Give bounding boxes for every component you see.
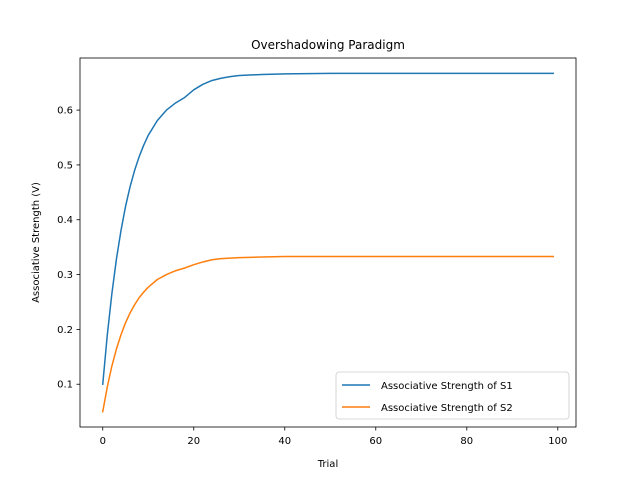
y-tick-label: 0.3 (57, 270, 73, 281)
x-axis-label: Trial (317, 459, 338, 470)
x-tick-label: 40 (278, 436, 291, 447)
y-tick-label: 0.6 (57, 106, 73, 117)
x-tick-label: 60 (369, 436, 382, 447)
y-tick-label: 0.4 (57, 215, 73, 226)
plot-frame (79, 57, 577, 428)
series-line-2 (101, 255, 554, 413)
x-tick-label: 0 (100, 436, 106, 447)
series-layer (101, 72, 554, 413)
y-axis-label: Associative Strength (V) (31, 182, 42, 303)
x-tick-label: 100 (548, 436, 567, 447)
x-tick-label: 80 (460, 436, 473, 447)
x-tick-label: 20 (187, 436, 200, 447)
y-tick-label: 0.5 (57, 160, 73, 171)
legend-box (335, 371, 570, 420)
chart-title: Overshadowing Paradigm (251, 38, 405, 52)
y-tick-label: 0.2 (57, 325, 73, 336)
series-line-1 (101, 72, 554, 386)
legend-label-2: Associative Strength of S2 (381, 403, 513, 414)
y-tick-label: 0.1 (57, 380, 73, 391)
y-axis: 0.1 0.2 0.3 0.4 0.5 0.6 (57, 106, 80, 391)
legend-label-1: Associative Strength of S1 (381, 381, 513, 392)
legend: Associative Strength of S1 Associative St… (335, 371, 570, 420)
x-axis: 0 20 40 60 80 100 (100, 427, 567, 447)
